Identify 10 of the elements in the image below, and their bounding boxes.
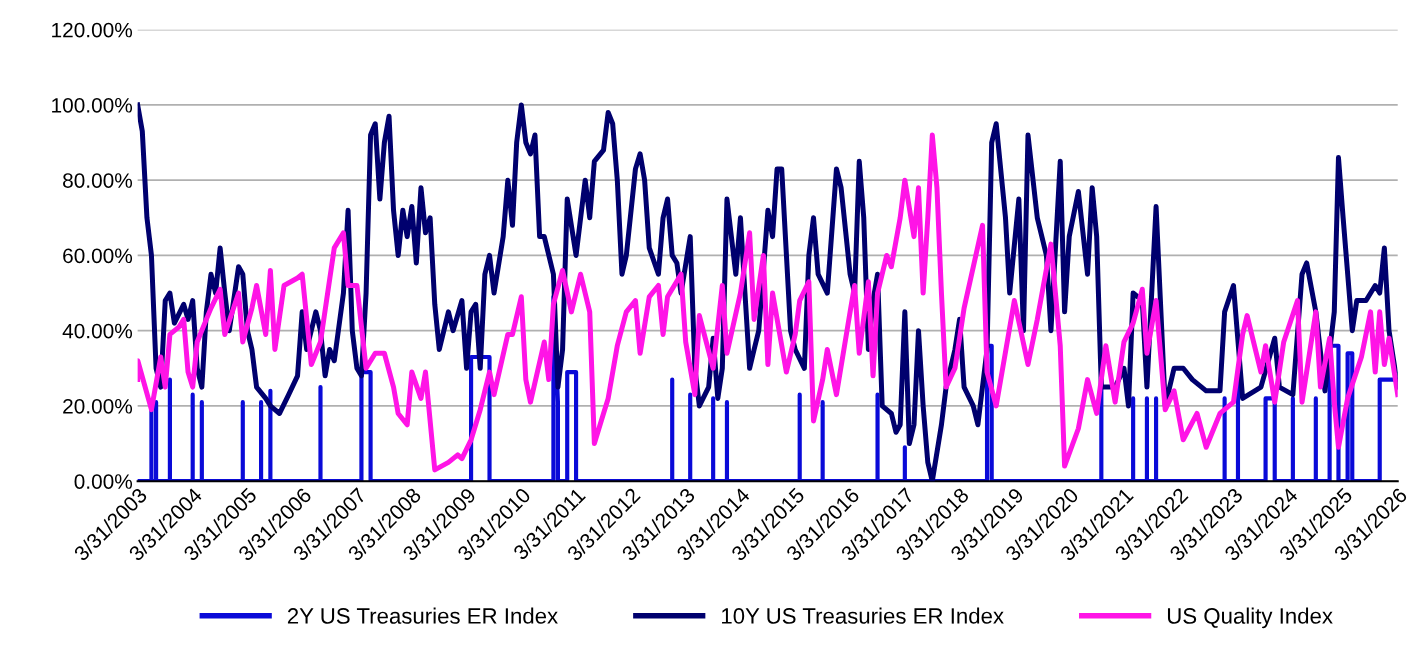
y-tick-label: 20.00% xyxy=(63,398,133,414)
y-tick-label: 100.00% xyxy=(52,97,133,113)
legend-label: 2Y US Treasuries ER Index xyxy=(287,607,558,624)
legend-label: US Quality Index xyxy=(1167,607,1333,629)
y-tick-label: 120.00% xyxy=(52,22,133,38)
y-tick-label: 80.00% xyxy=(63,173,133,188)
y-tick-label: 0.00% xyxy=(74,474,133,489)
legend-label: 10Y US Treasuries ER Index xyxy=(722,607,1004,624)
y-tick-label: 60.00% xyxy=(63,248,133,264)
y-tick-label: 40.00% xyxy=(62,323,133,339)
